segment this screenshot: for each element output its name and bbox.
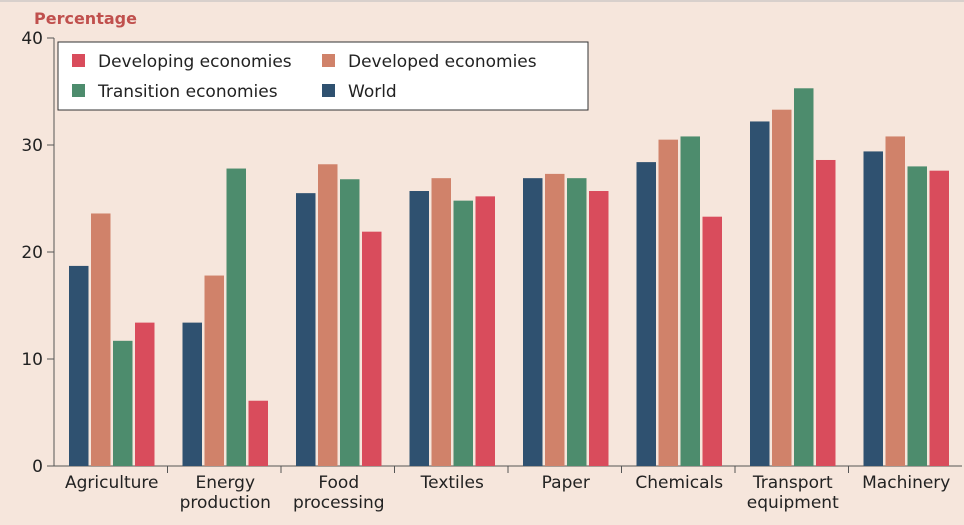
axes: Percentage 0 10 20 30 40 Agriculture Energy prod…	[0, 0, 964, 513]
bar	[135, 322, 155, 466]
bar	[409, 191, 429, 466]
bar	[702, 216, 722, 466]
legend-label: Transition economies	[97, 82, 278, 102]
bar	[929, 170, 949, 466]
x-tick-label: Transport equipment	[747, 473, 839, 513]
bar	[816, 159, 836, 467]
bar	[885, 136, 905, 466]
x-tick-label-line: Food	[318, 473, 359, 493]
bar	[318, 164, 338, 466]
y-tick-label: 40	[21, 29, 43, 49]
x-tick-label: Energy production	[180, 473, 271, 513]
bar	[658, 139, 678, 466]
bar	[589, 191, 609, 466]
bars-group	[69, 88, 949, 467]
bar	[907, 166, 927, 466]
bar	[248, 400, 268, 466]
y-axis-title: Percentage	[34, 9, 137, 28]
bar	[750, 121, 770, 467]
bar	[296, 193, 316, 466]
bar	[863, 151, 883, 467]
y-tick-label: 20	[21, 243, 43, 263]
legend-swatch	[72, 54, 85, 67]
bar	[113, 340, 133, 466]
legend-box	[57, 41, 589, 111]
x-tick-label-line: equipment	[747, 493, 839, 513]
x-tick-label-line: Transport	[752, 473, 833, 493]
x-tick-label-line: Agriculture	[65, 473, 159, 493]
x-tick-label: Food processing	[293, 473, 385, 513]
bar	[772, 109, 792, 466]
legend-swatch	[322, 54, 335, 67]
legend-label: World	[348, 82, 397, 102]
bar	[794, 88, 814, 466]
legend-swatch	[72, 84, 85, 97]
bar	[204, 275, 224, 466]
bar	[340, 179, 360, 467]
x-tick-label-line: Energy	[195, 473, 255, 493]
bar	[636, 162, 656, 466]
bar	[182, 322, 202, 466]
bar	[567, 178, 587, 467]
x-tick-label-line: processing	[293, 493, 385, 513]
bar	[431, 178, 451, 467]
x-tick-label-line: Paper	[542, 473, 590, 493]
x-tick-label: Paper	[542, 473, 590, 493]
x-tick-label: Machinery	[862, 473, 950, 493]
bar	[362, 231, 382, 466]
bar	[680, 136, 700, 466]
legend: Developing economies Developed economies T…	[57, 41, 589, 111]
bar	[226, 168, 246, 467]
x-tick-label-line: Chemicals	[635, 473, 723, 493]
legend-label: Developing economies	[98, 52, 292, 72]
bar	[523, 178, 543, 467]
y-tick-label: 30	[21, 136, 43, 156]
bar	[69, 265, 89, 466]
x-tick-label-line: Textiles	[420, 473, 484, 493]
x-tick-label-line: Machinery	[862, 473, 950, 493]
y-tick-label: 0	[32, 457, 43, 477]
x-tick-label: Chemicals	[635, 473, 723, 493]
y-tick-label: 10	[21, 350, 43, 370]
legend-label: Developed economies	[348, 52, 537, 72]
bar	[475, 196, 495, 467]
bar	[453, 200, 473, 466]
legend-swatch	[322, 84, 335, 97]
x-tick-label: Textiles	[420, 473, 484, 493]
x-tick-label-line: production	[180, 493, 271, 513]
bar	[91, 213, 111, 466]
bar	[545, 173, 565, 466]
x-tick-label: Agriculture	[65, 473, 159, 493]
